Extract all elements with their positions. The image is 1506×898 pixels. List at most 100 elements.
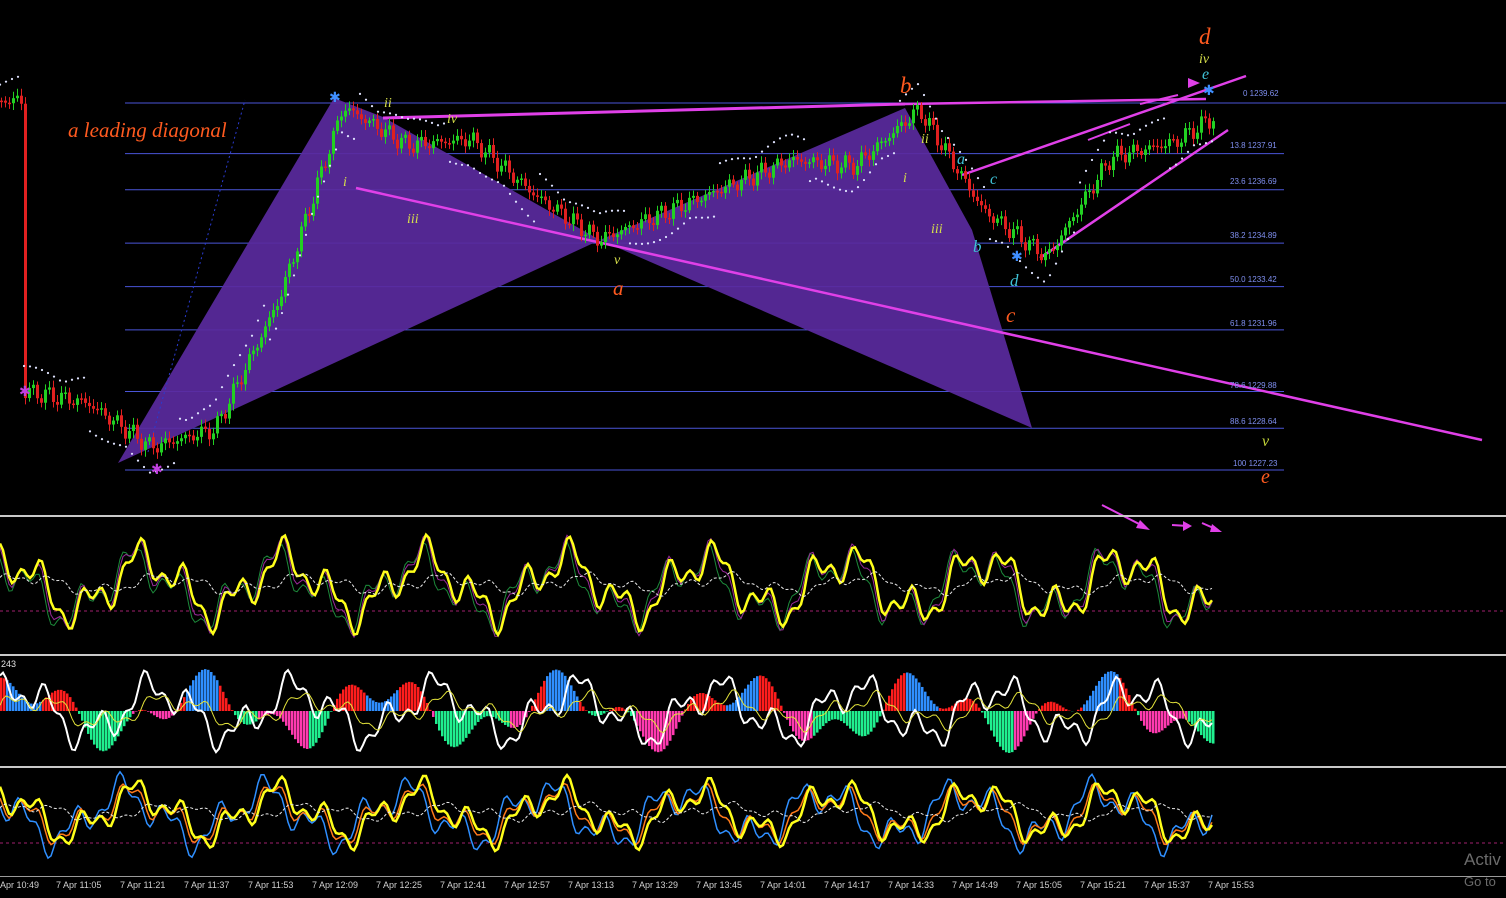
candle-body: [796, 156, 799, 160]
candle-body: [1096, 179, 1099, 194]
candle-body: [980, 201, 983, 206]
candle-body: [368, 120, 371, 124]
candle-body: [772, 165, 775, 178]
candle-body: [1144, 149, 1147, 155]
histogram-bar: [1158, 711, 1161, 733]
candle-body: [1012, 229, 1015, 239]
pane-separator[interactable]: [0, 654, 1506, 656]
candle-body: [728, 179, 731, 187]
sar-dot: [706, 216, 710, 219]
histogram-bar: [765, 678, 768, 711]
candle-body: [904, 122, 907, 126]
histogram-bar: [1089, 695, 1092, 711]
histogram-bar: [744, 688, 747, 711]
histogram-bar: [882, 709, 885, 711]
sar-dot: [286, 293, 290, 296]
candle-body: [88, 402, 91, 407]
candle-body: [800, 159, 803, 162]
histogram-bar: [558, 670, 561, 711]
candle-body: [600, 242, 603, 246]
wave-label-minor-ii: ii: [384, 96, 392, 111]
pane-separator[interactable]: [0, 515, 1506, 517]
sar-dot: [442, 122, 446, 125]
candle-body: [560, 204, 563, 209]
sar-dot: [100, 438, 104, 441]
histogram-bar: [972, 700, 975, 711]
sar-dot: [1198, 143, 1202, 146]
sar-dot: [382, 111, 386, 114]
candle-body: [692, 195, 695, 198]
histogram-bar: [447, 711, 450, 745]
histogram-bar: [294, 711, 297, 740]
sar-dot: [1042, 280, 1046, 283]
histogram-bar: [936, 706, 939, 711]
wave-label-major-d: d: [1199, 24, 1211, 49]
osc3-main-line: [0, 773, 1214, 853]
histogram-bar: [327, 711, 330, 719]
sar-dot: [1012, 253, 1016, 256]
histogram-bar: [675, 711, 678, 729]
sar-dot: [598, 212, 602, 215]
candle-body: [1064, 227, 1067, 236]
candle-body: [396, 139, 399, 149]
sar-dot: [934, 117, 938, 120]
histogram-bar: [231, 710, 234, 711]
time-tick: 7 Apr 14:49: [952, 880, 999, 890]
histogram-bar: [219, 685, 222, 711]
sar-dot: [982, 185, 986, 189]
histogram-bar: [654, 711, 657, 752]
histogram-bar: [147, 711, 150, 712]
histogram-bar: [582, 706, 585, 711]
histogram-bar: [354, 685, 357, 711]
histogram-bar: [1056, 703, 1059, 711]
sar-dot: [826, 183, 830, 186]
sar-dot: [976, 177, 980, 180]
histogram-bar: [357, 687, 360, 711]
candle-body: [888, 137, 891, 142]
candle-body: [108, 415, 111, 425]
candle-body: [212, 433, 215, 440]
candle-body: [544, 196, 547, 201]
sar-dot: [352, 137, 356, 141]
arrow-2: [1139, 94, 1179, 105]
fib-level-label: 78.6 1229.88: [1230, 381, 1277, 390]
sar-dot: [910, 87, 914, 90]
histogram-bar: [111, 711, 114, 746]
histogram-bar: [921, 686, 924, 711]
histogram-bar: [477, 711, 480, 722]
candle-body: [1124, 154, 1127, 163]
histogram-bar: [450, 711, 453, 747]
wave-label-minor-i: i: [343, 175, 347, 190]
sar-dot: [370, 105, 374, 108]
time-axis-border: [0, 876, 1506, 877]
histogram-bar: [1095, 685, 1098, 711]
candle-body: [696, 195, 699, 203]
histogram-bar: [585, 710, 588, 711]
wave-label-iv-top: iv: [1199, 52, 1210, 67]
candle-body: [912, 109, 915, 124]
pane-separator[interactable]: [0, 766, 1506, 768]
histogram-bar: [1029, 711, 1032, 725]
time-tick: 7 Apr 14:33: [888, 880, 935, 890]
histogram-bar: [603, 711, 606, 714]
sar-dot: [676, 227, 680, 230]
histogram-bar: [945, 708, 948, 711]
histogram-bar: [1059, 705, 1062, 711]
histogram-bar: [336, 698, 339, 711]
sar-dot: [430, 121, 434, 124]
sar-dot: [1054, 262, 1058, 265]
histogram-bar: [366, 695, 369, 711]
histogram-bar: [255, 711, 258, 722]
candle-body: [632, 225, 635, 229]
candle-body: [1196, 132, 1199, 139]
histogram-bar: [969, 699, 972, 711]
histogram-bar: [792, 711, 795, 732]
candle-body: [512, 172, 515, 183]
histogram-bar: [552, 670, 555, 711]
histogram-bar: [630, 711, 633, 717]
fib-level-label: 23.6 1236.69: [1230, 177, 1277, 186]
histogram-bar: [1194, 711, 1197, 728]
candle-body: [200, 426, 203, 437]
